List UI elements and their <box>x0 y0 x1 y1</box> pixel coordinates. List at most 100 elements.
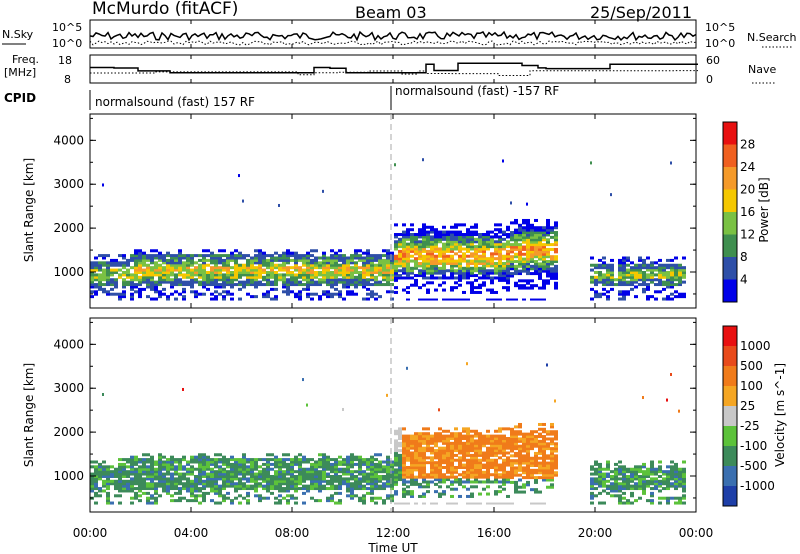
heatmap-cell <box>346 494 350 498</box>
heatmap-cell <box>370 460 374 464</box>
heatmap-cell <box>230 285 234 289</box>
heatmap-cell <box>162 484 166 488</box>
colorbar-tick-label: -1000 <box>740 479 775 493</box>
heatmap-cell <box>106 263 110 267</box>
heatmap-cell <box>206 477 210 481</box>
heatmap-cell <box>506 252 510 256</box>
heatmap-cell <box>390 496 394 500</box>
heatmap-cell <box>310 462 314 466</box>
heatmap-cell <box>458 257 462 261</box>
heatmap-cell <box>354 270 358 274</box>
heatmap-cell <box>490 463 494 467</box>
heatmap-cell <box>130 489 134 493</box>
heatmap-cell <box>402 288 406 292</box>
heatmap-cell <box>102 254 106 258</box>
heatmap-cell <box>530 245 534 249</box>
heatmap-cell <box>302 275 306 279</box>
heatmap-cell <box>122 270 126 274</box>
heatmap-cell <box>266 270 270 274</box>
heatmap-cell <box>498 242 502 246</box>
heatmap-cell <box>174 467 178 471</box>
heatmap-cell <box>162 278 166 282</box>
heatmap-cell <box>214 491 218 495</box>
heatmap-cell <box>362 285 366 289</box>
heatmap-cell <box>346 270 350 274</box>
heatmap-cell <box>654 472 658 476</box>
heatmap-cell <box>414 475 418 479</box>
heatmap-cell <box>522 228 526 232</box>
heatmap-cell <box>398 242 402 246</box>
heatmap-cell <box>330 256 334 260</box>
heatmap-cell <box>546 264 550 268</box>
heatmap-cell <box>370 275 374 279</box>
heatmap-cell <box>342 297 346 301</box>
heatmap-cell <box>358 258 362 262</box>
heatmap-cell <box>362 278 366 282</box>
heatmap-cell <box>222 273 226 277</box>
heatmap-cell <box>494 252 498 256</box>
heatmap-cell <box>466 271 470 275</box>
heatmap-cell <box>154 472 158 476</box>
heatmap-cell <box>114 482 118 486</box>
heatmap-cell <box>498 473 502 477</box>
heatmap-cell <box>498 249 502 253</box>
heatmap-cell <box>142 460 146 464</box>
heatmap-cell <box>254 280 258 284</box>
heatmap-cell <box>186 268 190 272</box>
heatmap-cell <box>166 482 170 486</box>
heatmap-cell <box>422 266 426 270</box>
heatmap-cell <box>262 254 266 258</box>
heatmap-cell <box>174 278 178 282</box>
heatmap-cell <box>146 477 150 481</box>
heatmap-cell <box>618 465 622 469</box>
heatmap-cell <box>466 247 470 251</box>
heatmap-cell <box>118 292 122 296</box>
heatmap-cell <box>158 467 162 471</box>
heatmap-cell <box>658 263 662 267</box>
heatmap-cell <box>282 263 286 267</box>
heatmap-cell <box>462 290 466 294</box>
heatmap-cell <box>474 461 478 465</box>
heatmap-cell <box>490 453 494 457</box>
heatmap-cell <box>282 290 286 294</box>
heatmap-cell <box>414 444 418 448</box>
heatmap-cell <box>182 465 186 469</box>
freq-left-tick-top: 18 <box>58 54 72 67</box>
heatmap-cell <box>394 456 398 460</box>
heatmap-cell <box>238 479 242 483</box>
heatmap-cell <box>402 427 406 431</box>
heatmap-cell <box>94 470 98 474</box>
heatmap-cell <box>470 252 474 256</box>
heatmap-cell <box>390 472 394 476</box>
heatmap-cell <box>386 455 390 459</box>
heatmap-cell <box>554 240 558 244</box>
heatmap-cell <box>422 480 426 484</box>
heatmap-cell <box>634 482 638 486</box>
heatmap-cell <box>426 237 430 241</box>
heatmap-cell <box>482 434 486 438</box>
heatmap-cell <box>202 256 206 260</box>
heatmap-cell <box>170 280 174 284</box>
heatmap-cell <box>294 470 298 474</box>
heatmap-cell <box>474 290 478 294</box>
heatmap-cell <box>226 283 230 287</box>
heatmap-cell <box>494 264 498 268</box>
heatmap-cell <box>510 439 514 443</box>
heatmap-cell <box>506 235 510 239</box>
heatmap-cell <box>490 465 494 469</box>
heatmap-cell <box>482 475 486 479</box>
heatmap-cell <box>550 262 554 266</box>
heatmap-cell <box>230 275 234 279</box>
heatmap-cell <box>370 458 374 462</box>
heatmap-cell <box>346 479 350 483</box>
heatmap-cell <box>322 465 326 469</box>
heatmap-cell <box>258 266 262 270</box>
heatmap-cell <box>122 458 126 462</box>
heatmap-cell <box>438 492 442 496</box>
heatmap-cell <box>162 270 166 274</box>
heatmap-cell <box>598 470 602 474</box>
heatmap-cell <box>370 290 374 294</box>
heatmap-cell <box>670 280 674 284</box>
heatmap-cell <box>366 251 370 255</box>
heatmap-cell <box>470 283 474 287</box>
